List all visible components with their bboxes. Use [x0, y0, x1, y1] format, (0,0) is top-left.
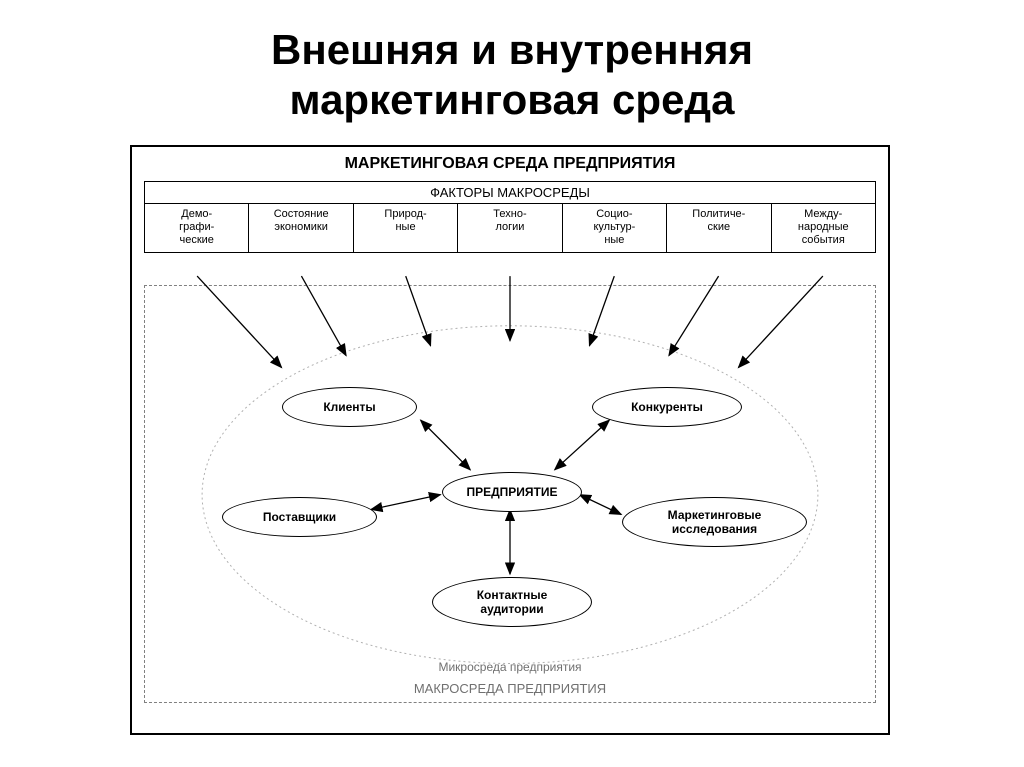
factor-technology: Техно-логии — [458, 204, 562, 252]
macro-factors-header: ФАКТОРЫ МАКРОСРЕДЫ — [144, 181, 876, 204]
node-enterprise: ПРЕДПРИЯТИЕ — [442, 472, 582, 512]
factor-demographic: Демо-графи-ческие — [145, 204, 249, 252]
factor-natural: Природ-ные — [354, 204, 458, 252]
title-line-2: маркетинговая среда — [290, 76, 735, 123]
macro-area-label: МАКРОСРЕДА ПРЕДПРИЯТИЯ — [145, 681, 875, 696]
node-suppliers: Поставщики — [222, 497, 377, 537]
factor-international: Между-народныесобытия — [772, 204, 875, 252]
factor-socio: Социо-культур-ные — [563, 204, 667, 252]
micro-label: Микросреда предприятия — [145, 660, 875, 674]
factor-economy: Состояниеэкономики — [249, 204, 353, 252]
node-competitors: Конкуренты — [592, 387, 742, 427]
diagram-frame: МАРКЕТИНГОВАЯ СРЕДА ПРЕДПРИЯТИЯ ФАКТОРЫ … — [130, 145, 890, 735]
page-title: Внешняя и внутренняя маркетинговая среда — [0, 0, 1024, 136]
node-contact-audiences: Контактныеаудитории — [432, 577, 592, 627]
node-clients: Клиенты — [282, 387, 417, 427]
node-marketing-research: Маркетинговыеисследования — [622, 497, 807, 547]
factor-political: Политиче-ские — [667, 204, 771, 252]
title-line-1: Внешняя и внутренняя — [271, 26, 753, 73]
factors-row: Демо-графи-ческие Состояниеэкономики При… — [144, 204, 876, 253]
diagram-title: МАРКЕТИНГОВАЯ СРЕДА ПРЕДПРИЯТИЯ — [132, 147, 888, 181]
